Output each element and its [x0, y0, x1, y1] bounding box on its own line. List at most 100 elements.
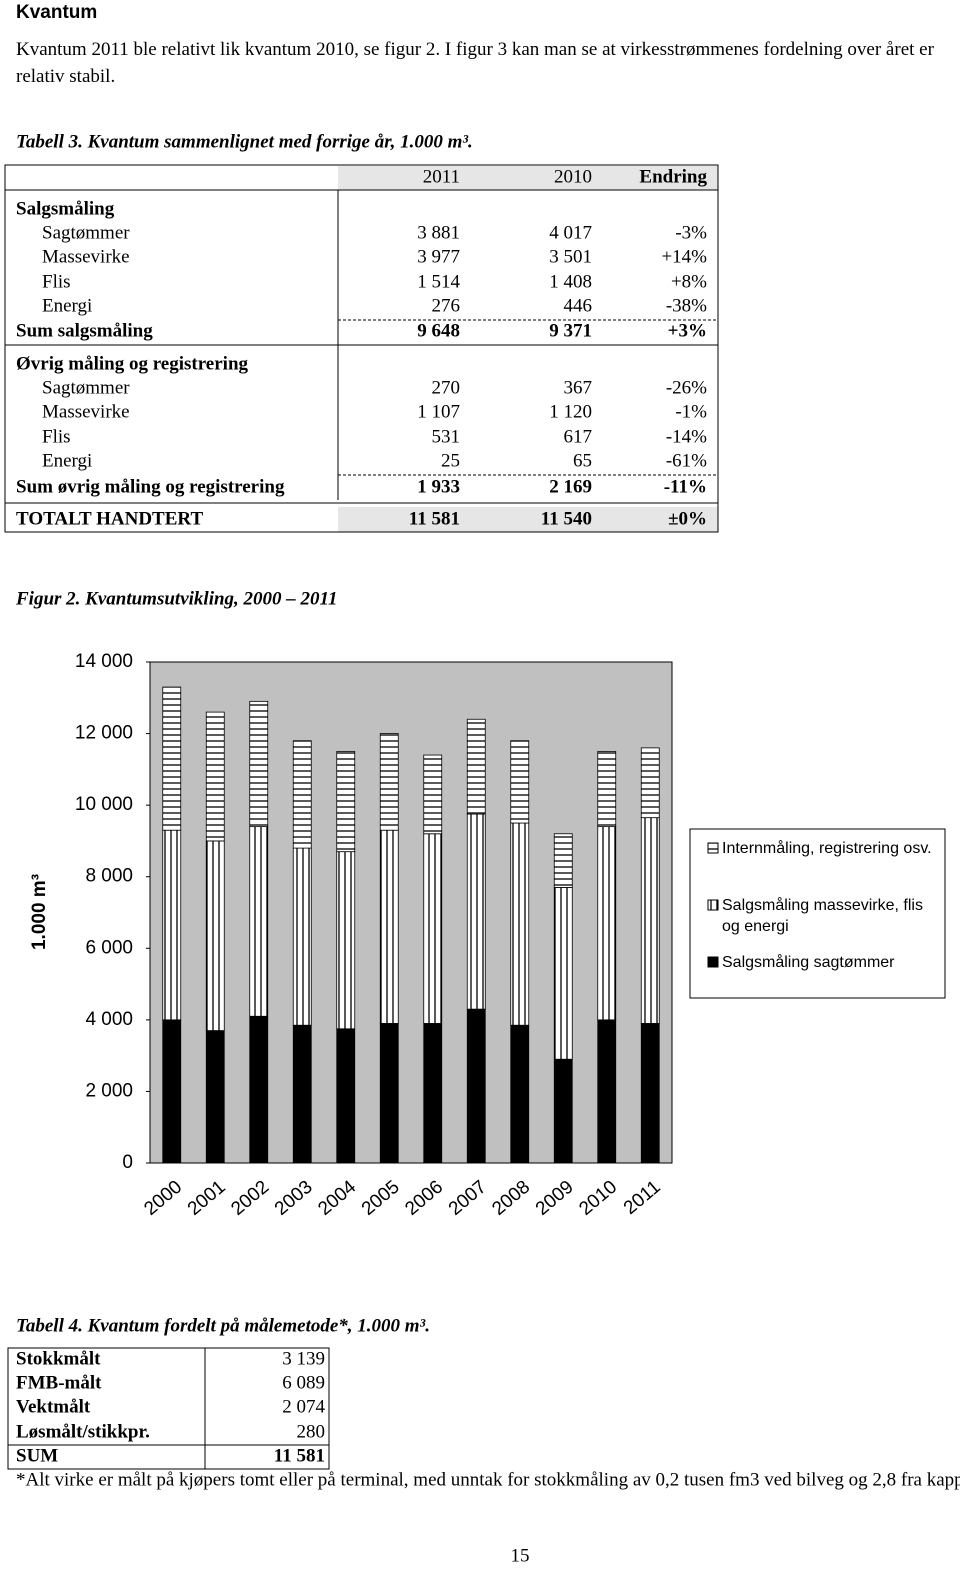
cell: 3 139	[282, 1348, 325, 1369]
row-label: SUM	[16, 1445, 58, 1466]
row-label: Øvrig måling og registrering	[16, 353, 249, 374]
cell: +3%	[668, 320, 707, 341]
cell: 3 977	[417, 246, 460, 267]
x-tick-label: 2006	[401, 1177, 447, 1220]
y-tick-label: 2 000	[85, 1080, 133, 1101]
footnote: *Alt virke er målt på kjøpers tomt eller…	[16, 1469, 960, 1490]
cell: 617	[564, 426, 593, 447]
bar-segment	[510, 740, 530, 824]
cell: 11 540	[541, 508, 592, 529]
cell: -38%	[666, 295, 707, 316]
row-label: Flis	[42, 271, 71, 292]
bar-segment	[205, 840, 225, 1031]
bar-segment	[597, 1019, 617, 1164]
table-caption: Tabell 3. Kvantum sammenlignet med forri…	[16, 131, 473, 152]
cell: 1 107	[417, 401, 460, 422]
cell: 4 017	[549, 222, 592, 243]
row-label: Massevirke	[42, 401, 130, 422]
bar-segment	[292, 1024, 312, 1164]
legend-label: Internmåling, registrering osv.	[722, 840, 932, 857]
bar-segment	[510, 1024, 530, 1164]
cell: 11 581	[409, 508, 460, 529]
cell: 1 408	[549, 271, 592, 292]
bar-segment	[597, 826, 617, 1021]
bar-segment	[640, 817, 660, 1024]
cell: 9 371	[549, 320, 592, 341]
cell: 2 169	[549, 476, 592, 497]
row-label: Sum øvrig måling og registrering	[16, 476, 285, 497]
y-tick-label: 12 000	[75, 723, 133, 744]
figure-caption: Figur 2. Kvantumsutvikling, 2000 – 2011	[15, 588, 338, 609]
row-label: Flis	[42, 426, 71, 447]
cell: +8%	[671, 271, 707, 292]
cell: -26%	[666, 377, 707, 398]
bar-segment	[423, 1023, 443, 1164]
cell: 367	[564, 377, 593, 398]
x-tick-label: 2004	[314, 1176, 360, 1220]
cell: 446	[564, 295, 593, 316]
bar-segment	[249, 700, 269, 828]
bar-segment	[205, 1030, 225, 1164]
bar-segment	[249, 826, 269, 1017]
legend-swatch	[707, 842, 719, 854]
bar-segment	[336, 751, 356, 853]
cell: 531	[432, 426, 461, 447]
cell: 280	[297, 1421, 326, 1442]
row-label: Sum salgsmåling	[16, 320, 153, 341]
cell: -61%	[666, 450, 707, 471]
heading: Kvantum	[16, 2, 97, 23]
legend-label: Salgsmåling massevirke, flis og energi	[722, 897, 923, 935]
legend-box	[689, 828, 946, 999]
column-header: 2010	[554, 166, 592, 187]
bar-segment	[336, 851, 356, 1030]
cell: ±0%	[668, 508, 707, 529]
cell: -14%	[666, 426, 707, 447]
y-axis-label: 1.000 m³	[29, 874, 50, 950]
bar-segment	[640, 1023, 660, 1164]
cell: -3%	[675, 222, 707, 243]
cell: 3 501	[549, 246, 592, 267]
bar-segment	[510, 822, 530, 1026]
y-tick-label: 10 000	[75, 794, 133, 815]
cell: 1 933	[417, 476, 460, 497]
row-label: Salgsmåling	[16, 198, 115, 219]
row-label: Energi	[42, 295, 92, 316]
cell: 270	[432, 377, 461, 398]
bar-segment	[553, 1058, 573, 1164]
y-tick-label: 8 000	[85, 866, 133, 887]
table-header-shade	[338, 166, 718, 190]
column-header: 2011	[423, 166, 460, 187]
row-label: Massevirke	[42, 246, 130, 267]
cell: -1%	[675, 401, 707, 422]
plot-area	[149, 661, 673, 1164]
x-tick-label: 2008	[488, 1177, 534, 1220]
bar-segment	[466, 1008, 486, 1164]
legend-swatch	[707, 899, 719, 911]
cell: 1 120	[549, 401, 592, 422]
row-label: TOTALT HANDTERT	[16, 508, 203, 529]
bar-segment	[379, 1023, 399, 1164]
cell: -11%	[664, 476, 707, 497]
x-tick-label: 2002	[227, 1177, 273, 1220]
row-label: Løsmålt/stikkpr.	[16, 1421, 150, 1442]
table-border	[4, 164, 719, 533]
y-tick-label: 0	[122, 1152, 133, 1173]
table-caption: Tabell 4. Kvantum fordelt på målemetode*…	[16, 1315, 430, 1336]
x-tick-label: 2011	[620, 1177, 665, 1219]
row-label: Vektmålt	[16, 1396, 91, 1417]
bar-segment	[292, 847, 312, 1026]
table-total-shade	[338, 507, 718, 532]
intro-paragraph: Kvantum 2011 ble relativt lik kvantum 20…	[16, 39, 934, 87]
bar-segment	[162, 686, 182, 831]
cell: 3 881	[417, 222, 460, 243]
cell: 9 648	[417, 320, 460, 341]
bar-segment	[379, 829, 399, 1024]
bar-segment	[466, 813, 486, 1010]
legend-swatch	[707, 956, 719, 968]
cell: 11 581	[274, 1445, 325, 1466]
cell: 65	[573, 450, 592, 471]
bar-segment	[597, 751, 617, 828]
bar-segment	[423, 833, 443, 1024]
cell: 1 514	[417, 271, 460, 292]
